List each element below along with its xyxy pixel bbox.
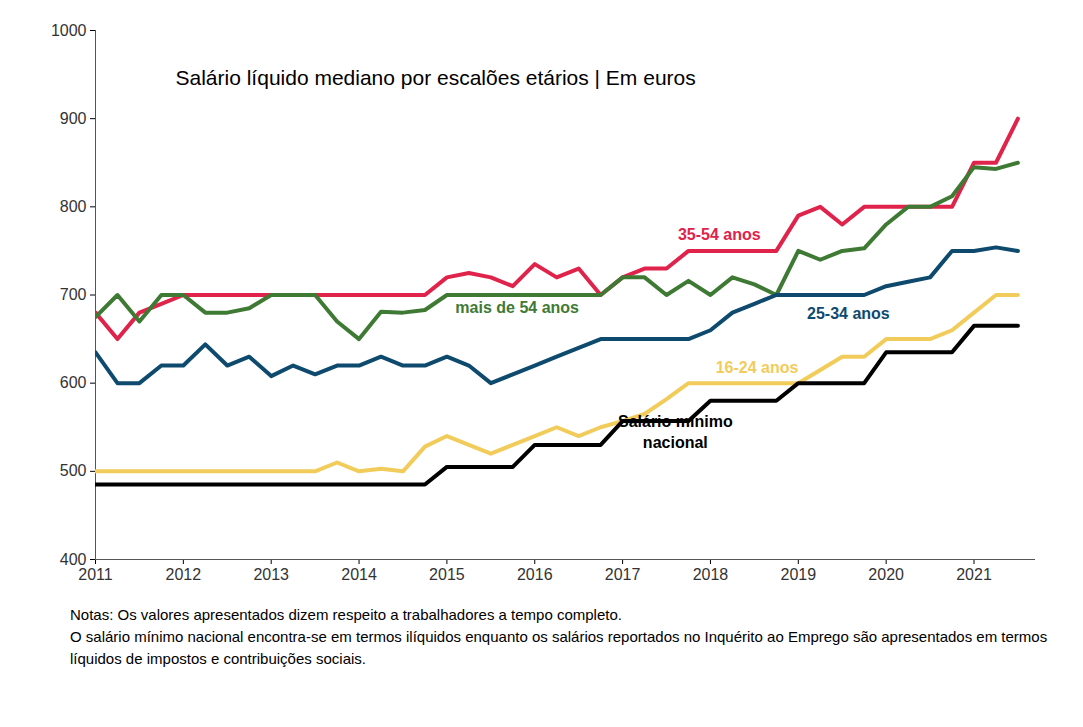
html-text:Notas: Os valores apresentados: Notas: Os valores apresentados dizem res… (70, 606, 622, 623)
svg-text:600: 600 (60, 374, 87, 391)
svg-text:35-54 anos: 35-54 anos (678, 226, 761, 243)
svg-text:800: 800 (60, 198, 87, 215)
svg-text:400: 400 (59, 550, 87, 568)
svg-text:2012: 2012 (166, 566, 202, 583)
svg-text:2013: 2013 (253, 566, 289, 583)
svg-text:500: 500 (60, 462, 87, 479)
svg-text:2015: 2015 (429, 566, 465, 583)
svg-text:25-34 anos: 25-34 anos (807, 305, 890, 322)
svg-text:2011: 2011 (78, 566, 113, 583)
svg-text:700: 700 (60, 286, 87, 303)
svg-text:2020: 2020 (868, 566, 904, 583)
svg-text:2014: 2014 (341, 566, 377, 583)
svg-text:16-24 anos: 16-24 anos (716, 359, 799, 376)
svg-text:Salário líquido mediano por es: Salário líquido mediano por escalões etá… (176, 66, 696, 89)
svg-text:2019: 2019 (781, 566, 817, 583)
svg-text:2018: 2018 (693, 566, 729, 583)
html-text:O salário mínimo nacional enco: O salário mínimo nacional encontra-se em… (70, 627, 1048, 667)
svg-text:900: 900 (60, 110, 87, 127)
svg-text:2017: 2017 (605, 566, 641, 583)
svg-text:2016: 2016 (517, 566, 553, 583)
svg-text:1000: 1000 (51, 22, 87, 39)
svg-text:2021: 2021 (956, 566, 992, 583)
svg-text:mais de 54 anos: mais de 54 anos (455, 298, 579, 315)
svg-text:Salário mínimonacional: Salário mínimonacional (618, 413, 733, 452)
